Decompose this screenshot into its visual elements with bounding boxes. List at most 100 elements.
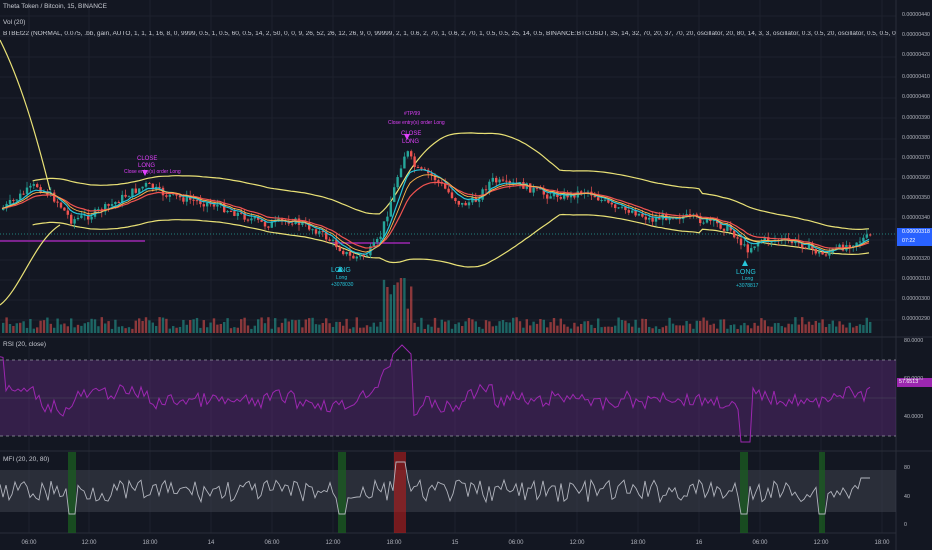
candle-body — [532, 187, 535, 193]
volume-bar — [8, 323, 12, 333]
price-label: 0.00000340 — [902, 215, 930, 221]
candle-body — [410, 151, 413, 157]
candle-body — [29, 185, 32, 188]
rsi-value-tag — [897, 378, 932, 387]
time-label: 16 — [695, 540, 703, 546]
volume-bar — [325, 318, 328, 333]
mfi-legend[interactable]: MFI (20, 20, 80) — [3, 456, 50, 463]
volume-bar — [508, 322, 511, 333]
candle-body — [705, 218, 709, 223]
candle-body — [131, 188, 134, 197]
candle-body — [206, 202, 209, 207]
volume-bar — [777, 322, 780, 333]
signal-close-label-2b: LONG — [402, 139, 420, 145]
candle-body — [291, 223, 294, 225]
signal-long-label: LONG — [138, 163, 156, 169]
volume-bar — [2, 322, 5, 333]
volume-bar — [359, 327, 362, 333]
ema-fast-line — [1, 169, 870, 255]
volume-bar — [318, 324, 321, 333]
volume-legend[interactable]: Vol (20) — [3, 19, 26, 26]
volume-bar — [756, 325, 760, 333]
volume-bar — [780, 326, 783, 333]
price-label: 0.00000430 — [902, 32, 930, 38]
price-label: 0.00000300 — [902, 296, 930, 302]
volume-bar — [260, 317, 263, 333]
signal-take-profit: #TP/99 — [404, 111, 421, 117]
mfi-band — [0, 470, 896, 512]
candlesticks — [2, 149, 872, 262]
volume-bar — [379, 321, 382, 333]
volume-bar — [206, 327, 209, 333]
candle-body — [331, 239, 335, 241]
candle-body — [348, 251, 352, 256]
volume-bar — [444, 321, 447, 333]
volume-bar — [593, 328, 596, 333]
current-price-value: 0.00000318 — [902, 229, 930, 235]
volume-bar — [535, 323, 539, 333]
candle-body — [634, 210, 637, 216]
volume-bar — [603, 326, 607, 333]
volume-bar — [824, 327, 828, 333]
volume-bar — [291, 319, 294, 333]
candle-body — [321, 231, 324, 233]
mfi-highlight-green-1 — [68, 452, 76, 533]
volume-bar — [161, 317, 165, 333]
volume-bar — [212, 318, 216, 333]
candle-body — [726, 225, 729, 231]
candle-body — [770, 241, 773, 243]
candle-body — [127, 196, 131, 198]
candle-body — [355, 256, 358, 259]
volume-bar — [274, 318, 277, 333]
candle-body — [658, 217, 661, 220]
candle-body — [413, 156, 416, 168]
candle-body — [648, 217, 651, 220]
volume-bar — [331, 326, 335, 333]
volume-bar — [709, 324, 712, 333]
volume-bar — [195, 317, 199, 333]
symbol-title[interactable]: Theta Token / Bitcoin, 15, BINANCE — [3, 3, 107, 10]
candle-body — [280, 218, 284, 221]
volume-bar — [53, 327, 56, 333]
volume-bar — [763, 320, 766, 333]
volume-bar — [362, 327, 365, 333]
volume-bar — [831, 320, 834, 333]
candle-body — [447, 188, 450, 193]
rsi-legend[interactable]: RSI (20, close) — [3, 341, 46, 348]
volume-bar — [345, 318, 348, 333]
volume-bar — [433, 317, 437, 333]
volume-bar — [90, 318, 93, 333]
candle-body — [114, 201, 117, 205]
volume-bar — [420, 317, 423, 333]
candle-body — [311, 229, 314, 231]
ema-mid-line — [1, 174, 870, 253]
signal-close-text: Close entry(s) order Long — [124, 169, 181, 175]
volume-bar — [692, 328, 695, 333]
candle-body — [733, 230, 736, 238]
volume-bar — [131, 328, 134, 333]
volume-bar — [440, 319, 443, 333]
volume-bar — [168, 328, 171, 333]
candle-body — [70, 214, 73, 224]
grid-lines — [0, 0, 896, 533]
volume-bar — [852, 327, 855, 333]
signal-long-sub-2: Long — [336, 275, 348, 281]
volume-bar — [36, 327, 39, 333]
mfi-line — [0, 461, 870, 515]
volume-bar — [192, 319, 195, 333]
volume-bar — [141, 320, 144, 333]
price-label: 0.00000360 — [902, 175, 930, 181]
mfi-highlight-red — [394, 452, 406, 533]
candle-body — [141, 186, 144, 189]
volume-bar — [83, 323, 86, 333]
rsi-current-value: 57.6513 — [899, 379, 919, 385]
volume-bar — [301, 327, 304, 333]
strategy-legend[interactable]: BTBEt22 (NORMAL, 0.075, .bb, gain, AUTO,… — [3, 31, 896, 37]
candle-body — [818, 251, 821, 254]
candle-body — [195, 200, 199, 202]
volume-bar — [25, 327, 29, 333]
price-label: 0.00000290 — [902, 316, 930, 322]
candle-body — [464, 202, 467, 206]
